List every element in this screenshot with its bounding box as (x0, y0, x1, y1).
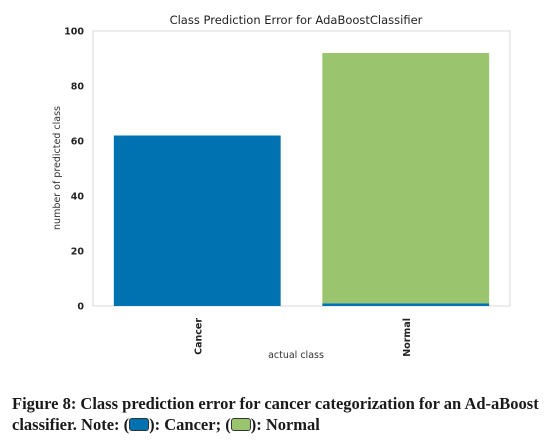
plot-area: 0 20 40 60 80 100 Cancer Normal (64, 27, 511, 357)
caption-prefix: Figure 8: Class prediction error for can… (12, 394, 539, 434)
chart: Class Prediction Error for AdaBoostClass… (52, 13, 511, 361)
plot-frame (92, 30, 511, 307)
chart-title: Class Prediction Error for AdaBoostClass… (170, 13, 423, 27)
y-tick-label: 40 (71, 192, 85, 203)
y-tick-label: 20 (71, 247, 85, 258)
y-tick-label: 60 (71, 137, 85, 148)
bar-normal-series-2 (322, 53, 490, 304)
bar-normal-series-1 (322, 303, 490, 306)
y-tick-label: 0 (77, 302, 84, 313)
x-axis-label: actual class (268, 350, 324, 361)
figure-caption: Figure 8: Class prediction error for can… (12, 393, 542, 435)
caption-mid2: ): Normal (250, 415, 320, 434)
x-tick-label-normal: Normal (402, 318, 413, 357)
y-tick-label: 100 (64, 27, 84, 38)
bar-cancer-series-1 (113, 135, 281, 306)
caption-mid1: ): Cancer; ( (149, 415, 231, 434)
y-axis-label: number of predicted class (52, 106, 63, 230)
x-tick-label-cancer: Cancer (193, 318, 204, 355)
normal-swatch (230, 418, 251, 431)
y-tick-label: 80 (71, 82, 85, 93)
cancer-swatch (129, 418, 150, 431)
